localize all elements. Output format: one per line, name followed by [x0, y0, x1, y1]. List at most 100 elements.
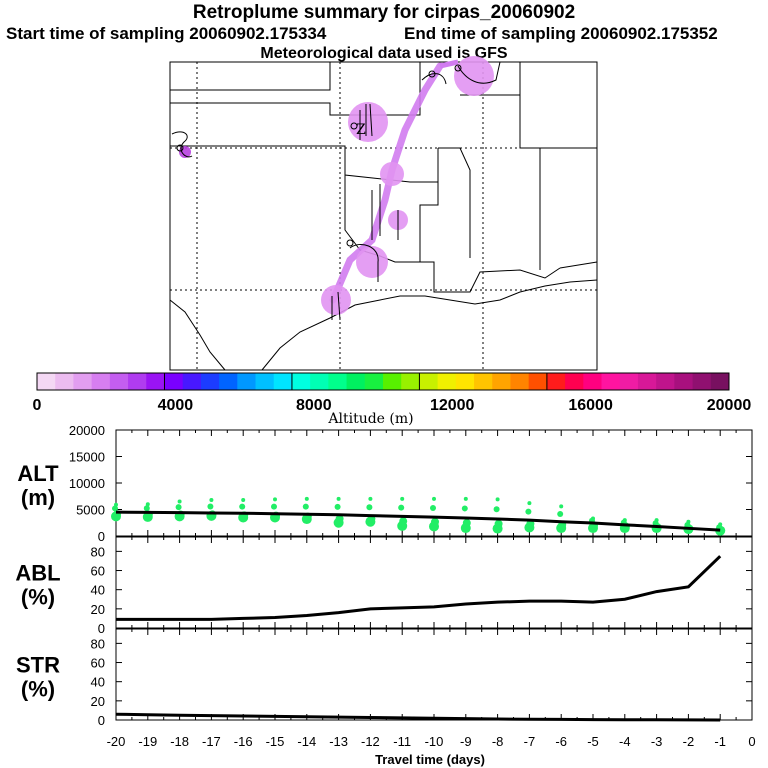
y-tick-label: 80 [91, 544, 105, 559]
x-tick-label: 0 [748, 734, 755, 749]
particle-mid-point [112, 505, 118, 512]
particle-mid-point [175, 504, 182, 511]
colorbar-swatch [182, 373, 202, 390]
gulf-coastline [261, 279, 598, 371]
colorbar-tick-label: 20000 [707, 397, 752, 414]
colorbar-swatch [91, 373, 111, 390]
alt-panel: 0 5000 10000 15000 20000 ALT(m) [17, 423, 753, 544]
panel-y-label: ABL [15, 561, 60, 586]
start-time-label: Start time of sampling 20060902.175334 [6, 24, 327, 43]
mexico-border [169, 299, 226, 371]
colorbar-swatch [328, 373, 348, 390]
x-tick-label: -15 [266, 734, 285, 749]
colorbar-swatch [146, 373, 165, 390]
colorbar-swatch [565, 373, 584, 390]
particle-mid-point [493, 506, 500, 513]
colorbar-swatch [401, 373, 420, 390]
x-tick-label: -2 [683, 734, 695, 749]
x-tick-label: -6 [555, 734, 567, 749]
y-tick-label: 20 [91, 602, 105, 617]
colorbar-swatch [583, 373, 603, 390]
particle-top-point [209, 497, 214, 502]
particle-mid-point [462, 519, 471, 528]
colorbar-swatch [237, 373, 257, 390]
time-series-panels: 05000100001500020000ALT(m)020406080ABL(%… [15, 423, 755, 767]
colorbar-swatch [637, 373, 657, 390]
particle-mid-point [334, 503, 341, 510]
particle-mid-point [143, 505, 150, 512]
y-tick-label: 60 [91, 564, 105, 579]
particle-top-point [304, 496, 309, 501]
particle-mid-point [207, 503, 214, 510]
x-tick-label: -19 [138, 734, 157, 749]
y-tick-label: 10000 [69, 476, 105, 491]
x-tick-label: -17 [202, 734, 221, 749]
colorbar-tick-label: 12000 [430, 397, 475, 414]
colorbar-swatch [200, 373, 220, 390]
y-tick-label: 15000 [69, 450, 105, 465]
y-tick-label: 0 [98, 529, 105, 544]
colorbar-swatch [109, 373, 129, 390]
particle-top-point [559, 504, 564, 509]
colorbar-swatch [528, 373, 548, 390]
particle-top-point [177, 499, 182, 504]
x-tick-label: -11 [393, 734, 411, 749]
particle-top-point [273, 497, 277, 502]
colorbar-swatch [419, 373, 439, 390]
y-tick-label: 40 [91, 583, 105, 598]
colorbar-swatch [383, 373, 402, 390]
page-title: Retroplume summary for cirpas_20060902 [192, 2, 576, 23]
panel-y-label: (%) [21, 677, 55, 702]
x-tick-label: -5 [587, 734, 599, 749]
colorbar-swatch [73, 373, 93, 390]
y-tick-label: 20 [91, 694, 105, 709]
ABL-fraction-line [116, 555, 722, 621]
colorbar-swatch [291, 373, 311, 390]
colorbar-swatch [674, 373, 694, 390]
colorbar-swatch [710, 373, 730, 390]
x-tick-label: -16 [234, 734, 253, 749]
abl-panel-frame [115, 536, 753, 629]
particle-mid-point [430, 505, 436, 512]
particle-top-point [336, 496, 341, 501]
panel-y-label: (m) [21, 485, 55, 510]
retroplume-map: Z [169, 56, 598, 371]
particle-mid-point [494, 519, 503, 528]
particle-mid-point [271, 503, 277, 510]
particle-top-point [463, 496, 468, 501]
x-tick-label: -8 [492, 734, 504, 749]
altitude-colorbar: 0 4000 8000 12000 16000 20000 [33, 372, 752, 414]
stratospheric-fraction-line [115, 712, 721, 722]
abl-panel: 0 20 40 60 80 ABL(%) [15, 536, 753, 636]
colorbar-swatch [164, 373, 184, 390]
x-tick-label: -3 [651, 734, 663, 749]
map-frame [169, 61, 598, 371]
colorbar-swatch [346, 373, 366, 390]
particle-top-point [527, 501, 532, 506]
particle-mid-point [717, 526, 726, 535]
colorbar-swatch [492, 373, 511, 390]
colorbar-swatch [273, 373, 293, 390]
particle-top-point [432, 496, 436, 501]
y-tick-label: 20000 [69, 423, 105, 438]
str-panel-frame [115, 628, 753, 721]
particle-top-point [241, 497, 246, 502]
particle-top-point [400, 496, 405, 501]
panel-y-label: (%) [21, 585, 55, 610]
particle-mid-point [335, 514, 344, 523]
colorbar-tick-label: 16000 [568, 397, 613, 414]
spiral-markers [176, 64, 462, 247]
particle-mid-point [431, 517, 439, 526]
particle-mid-point [399, 517, 408, 526]
x-axis-label: Travel time (days) [375, 752, 485, 767]
particle-top-point [368, 496, 373, 501]
colorbar-swatch [474, 373, 493, 390]
colorbar-swatch [619, 373, 639, 390]
plume-track-end [439, 59, 459, 69]
particle-mid-point [302, 503, 309, 510]
y-tick-label: 80 [91, 636, 105, 651]
met-data-label: Meteorological data used is GFS [260, 45, 508, 62]
colorbar-swatch [310, 373, 329, 390]
